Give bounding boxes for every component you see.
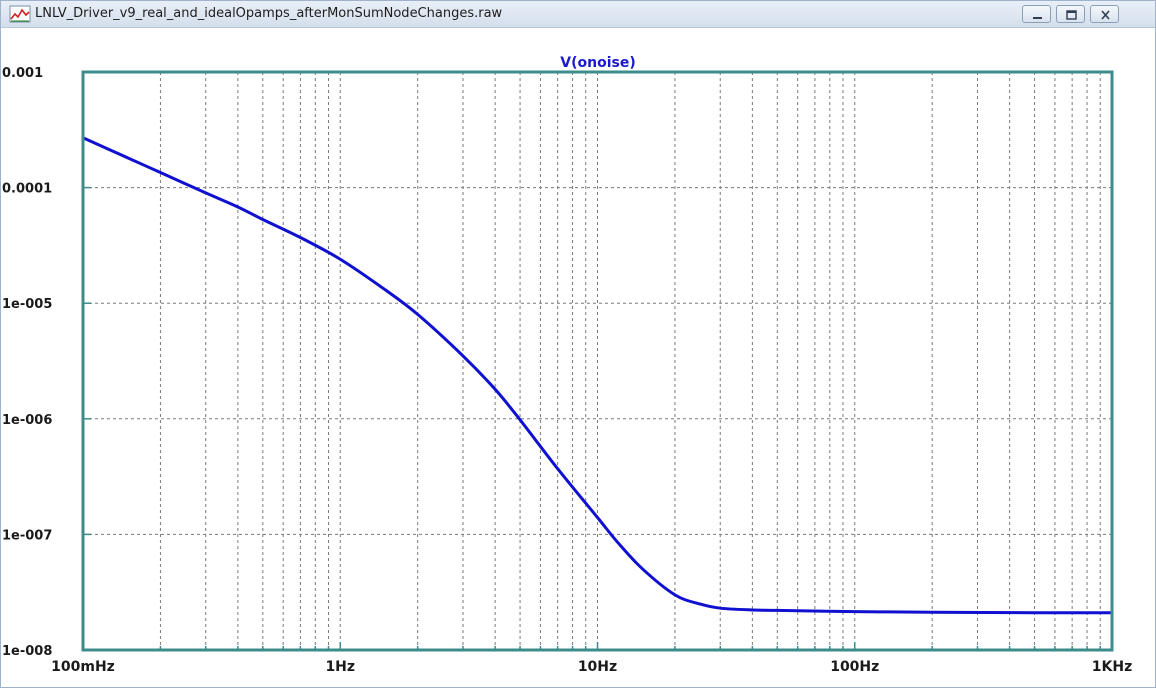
x-tick-label: 1KHz (1092, 659, 1132, 675)
x-tick-label: 1Hz (325, 659, 355, 675)
restore-icon (1066, 10, 1077, 20)
restore-button[interactable] (1056, 5, 1085, 23)
close-icon (1101, 10, 1110, 20)
axis-ticks (82, 71, 1101, 651)
x-tick-label: 100mHz (51, 659, 115, 675)
x-tick-label: 10Hz (578, 659, 617, 675)
close-button[interactable] (1090, 5, 1119, 23)
y-tick-label: 1e-007 (2, 528, 52, 543)
series-layer (82, 136, 1113, 615)
noise-chart[interactable]: V(onoise) 100mHz 1Hz 10Hz 100Hz 1KHz 0.001 0.0… (1, 28, 1155, 687)
tick-labels: 100mHz 1Hz 10Hz 100Hz 1KHz 0.001 0.0001 1e-005 1… (2, 66, 1132, 675)
y-tick-label: 1e-008 (2, 644, 52, 659)
window-title: LNLV_Driver_v9_real_and_idealOpamps_afte… (35, 6, 503, 21)
minimize-icon (1033, 17, 1042, 19)
y-tick-label: 1e-005 (2, 297, 52, 312)
y-tick-label: 1e-006 (2, 413, 52, 428)
minimize-button[interactable] (1022, 5, 1051, 23)
grid-lines (83, 72, 1112, 650)
x-tick-label: 100Hz (830, 659, 879, 675)
title-bar[interactable]: LNLV_Driver_v9_real_and_idealOpamps_afte… (1, 1, 1155, 28)
y-tick-label: 0.001 (2, 66, 43, 81)
chart-title: V(onoise) (560, 55, 635, 71)
waveform-icon (9, 5, 31, 23)
plot-frame (81, 70, 1114, 652)
y-tick-label: 0.0001 (2, 182, 52, 197)
plot-area[interactable]: V(onoise) 100mHz 1Hz 10Hz 100Hz 1KHz 0.001 0.0… (1, 28, 1155, 687)
series-line-onoise (82, 136, 1113, 615)
